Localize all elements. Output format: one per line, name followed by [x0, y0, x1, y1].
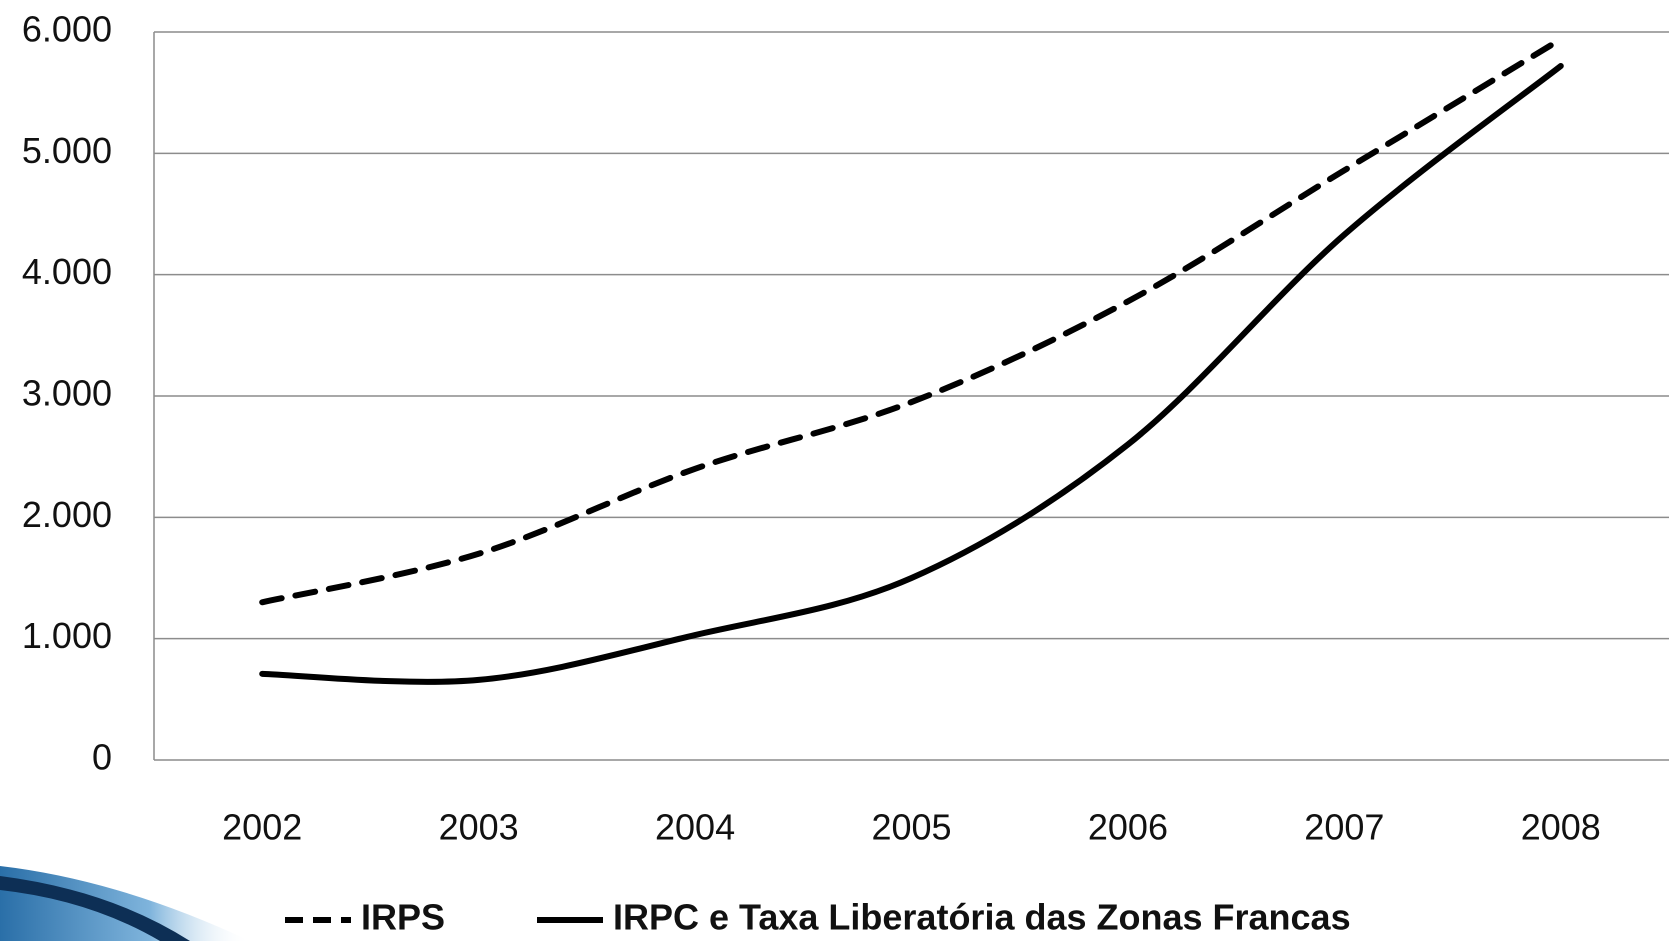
- decoration: [0, 876, 190, 941]
- y-tick-label: 6.000: [22, 9, 112, 50]
- y-tick-label: 1.000: [22, 615, 112, 656]
- y-tick-label: 4.000: [22, 251, 112, 292]
- x-tick-label: 2007: [1304, 807, 1384, 848]
- y-tick-label: 2.000: [22, 494, 112, 535]
- y-tick-label: 0: [92, 737, 112, 778]
- series-line: [259, 36, 1564, 606]
- y-tick-label: 3.000: [22, 373, 112, 414]
- y-tick-label: 5.000: [22, 130, 112, 171]
- legend-label: IRPS: [361, 897, 445, 938]
- series-line: [259, 62, 1564, 685]
- x-tick-label: 2004: [655, 807, 735, 848]
- x-tick-label: 2006: [1088, 807, 1168, 848]
- x-tick-label: 2003: [439, 807, 519, 848]
- legend-label: IRPC e Taxa Liberatória das Zonas Franca…: [613, 897, 1351, 938]
- x-tick-label: 2008: [1521, 807, 1601, 848]
- x-tick-label: 2002: [222, 807, 302, 848]
- x-tick-label: 2005: [871, 807, 951, 848]
- decoration: [0, 866, 250, 941]
